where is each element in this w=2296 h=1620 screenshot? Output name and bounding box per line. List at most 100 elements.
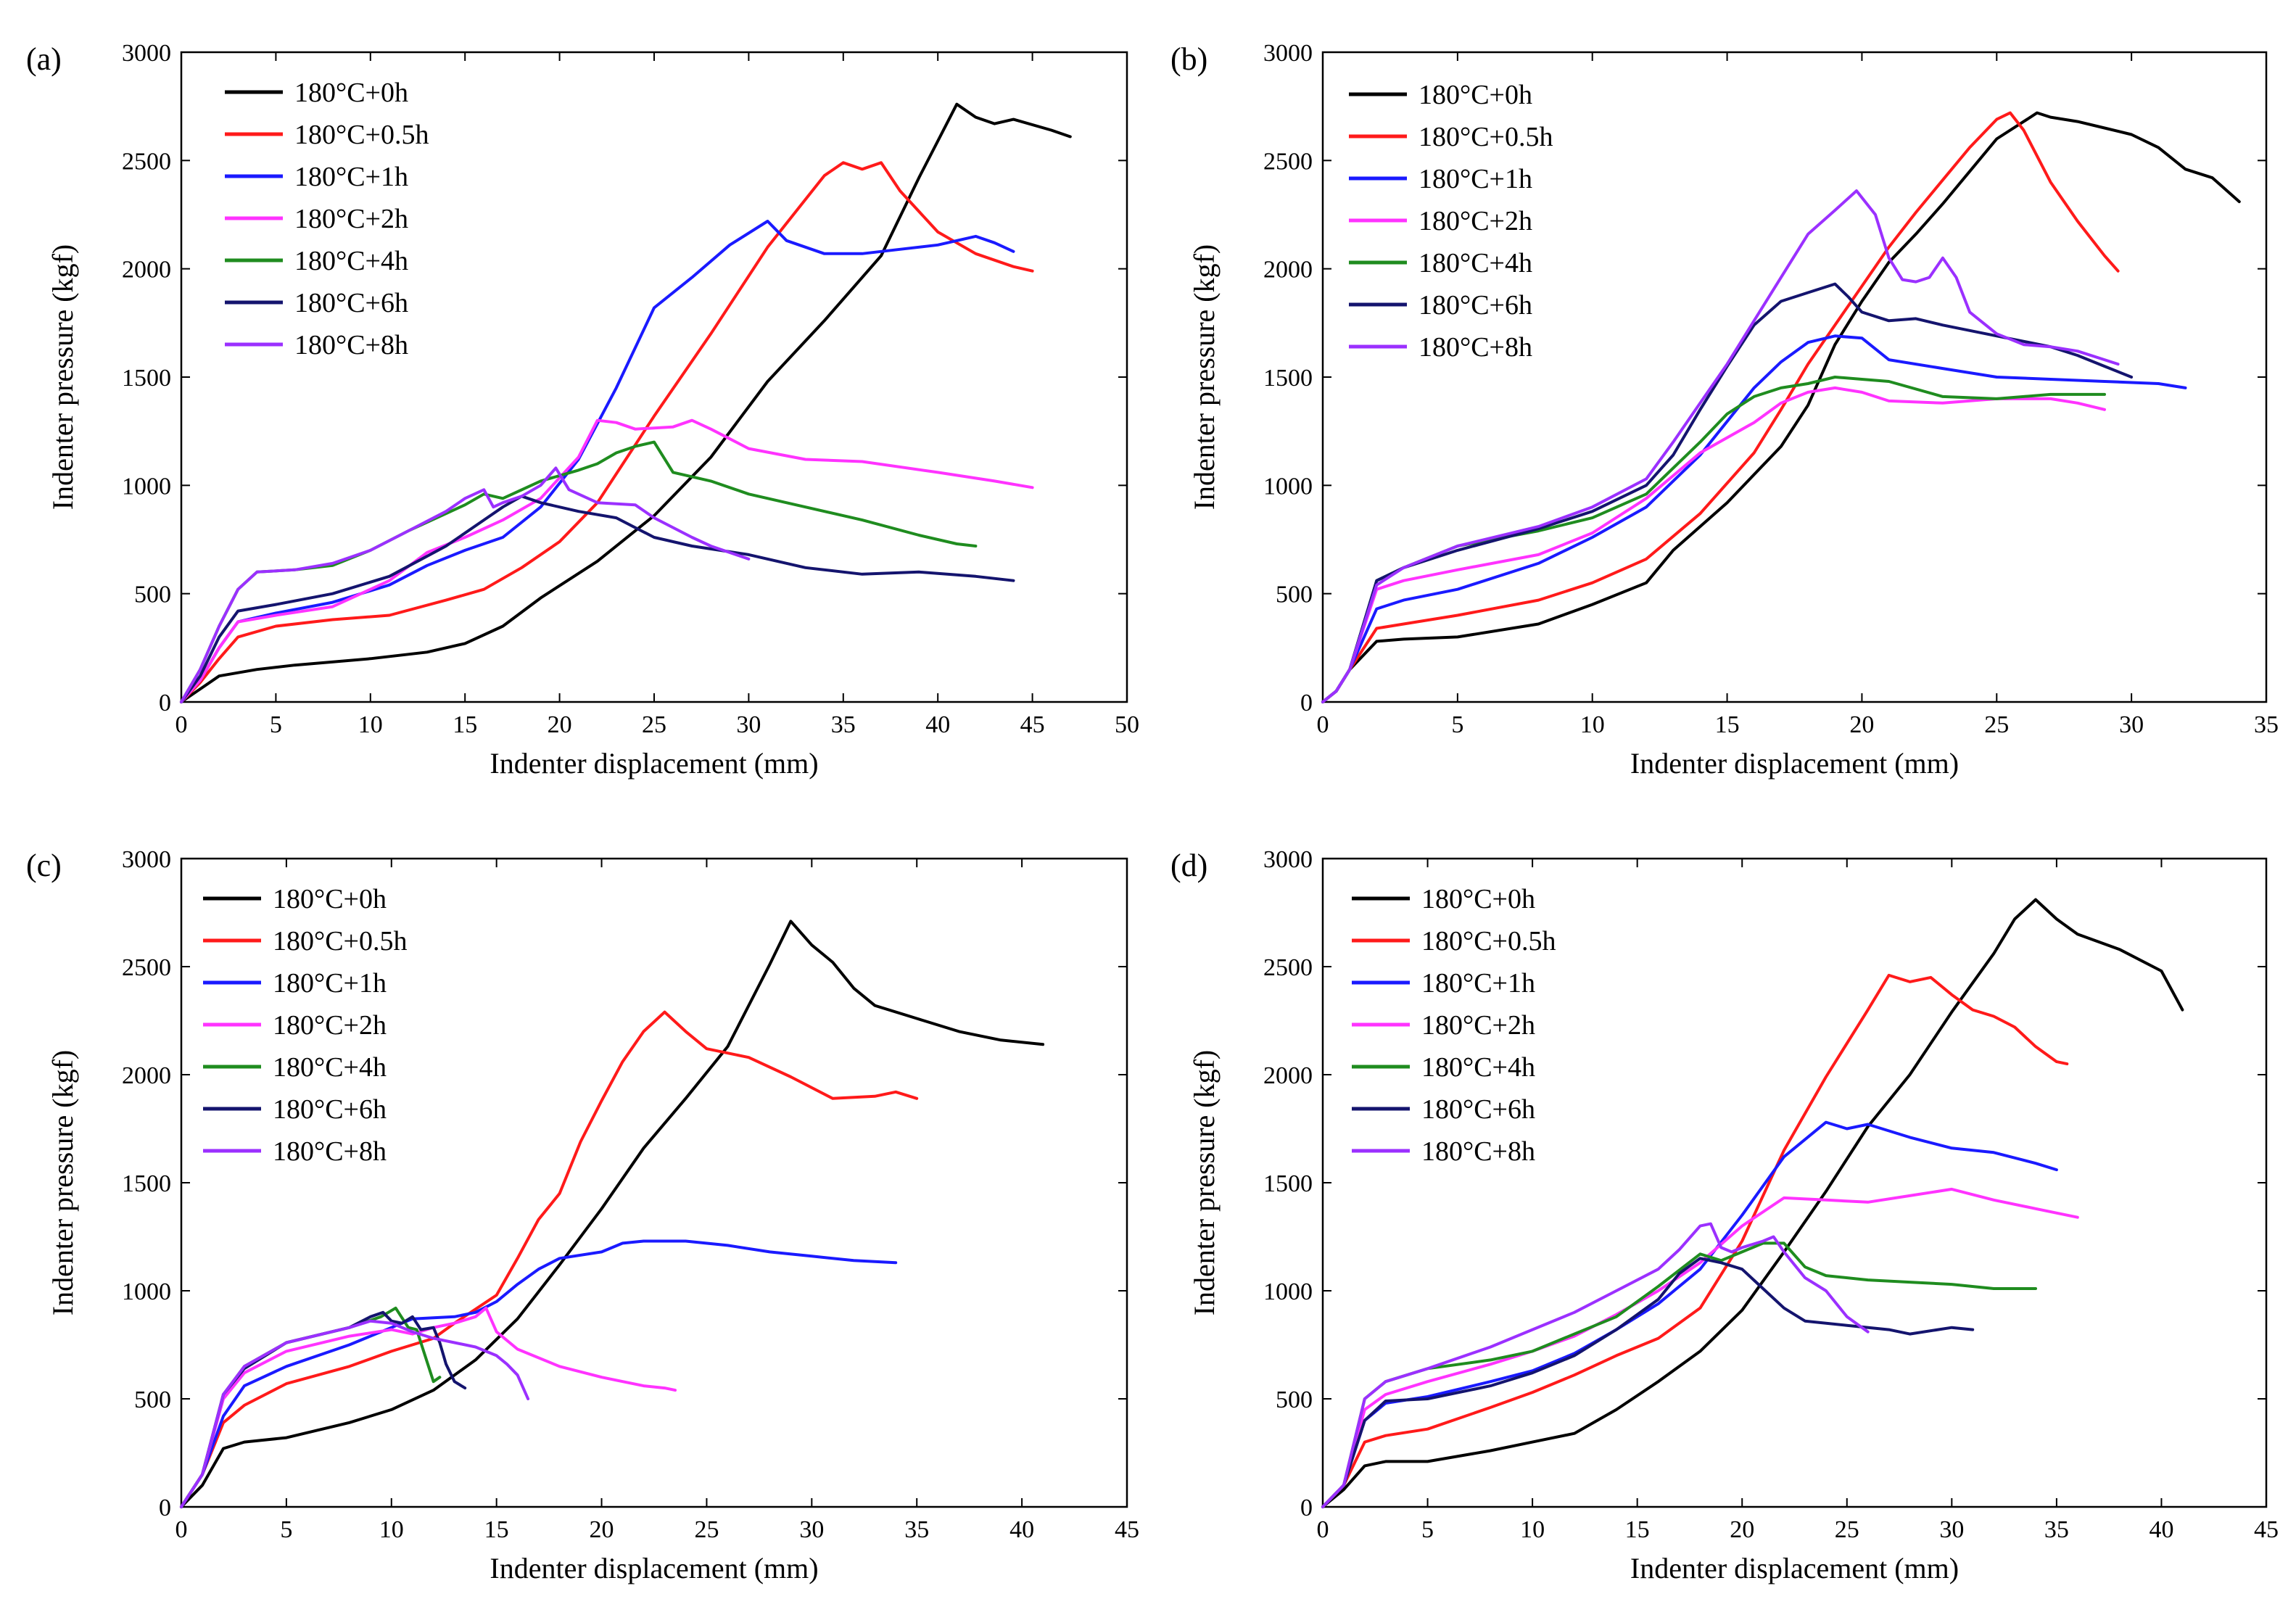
legend: 180°C+0h 180°C+0.5h 180°C+1h 180°C+2h 180°C+… (1349, 80, 1553, 363)
legend-entry: 180°C+2h (1419, 206, 1532, 236)
legend-entry: 180°C+0.5h (1419, 122, 1553, 152)
series-line (180, 102, 1072, 703)
legend-entry: 180°C+6h (1421, 1094, 1535, 1125)
y-tick-label: 2500 (1263, 148, 1313, 175)
x-tick-label: 20 (1849, 711, 1874, 738)
y-tick-label: 500 (134, 1386, 171, 1413)
legend-entry: 180°C+2h (294, 204, 408, 234)
legend-entry: 180°C+8h (1421, 1136, 1535, 1167)
x-tick-label: 10 (358, 711, 383, 738)
x-axis-label: Indenter displacement (mm) (1630, 747, 1959, 780)
legend-entry: 180°C+6h (1419, 290, 1532, 321)
series-line (180, 161, 1034, 703)
legend-entry: 180°C+0h (1421, 884, 1535, 914)
y-axis-label: Indenter pressure (kgf) (46, 244, 79, 511)
chart-panel-b: (b) 0 5 10 15 20 25 30 35 0 500 1000 1500 2000 2500 300… (1170, 40, 2279, 780)
x-tick-label: 45 (2254, 1516, 2279, 1543)
y-tick-label: 500 (1276, 1386, 1313, 1413)
x-axis-label: Indenter displacement (mm) (490, 747, 818, 780)
y-tick-label: 1500 (122, 1170, 171, 1197)
series-line (1321, 973, 2069, 1508)
series-line (180, 418, 1034, 703)
x-tick-label: 10 (1580, 711, 1605, 738)
panel-label: (a) (26, 41, 62, 77)
x-tick-label: 40 (925, 711, 950, 738)
y-tick-label: 2500 (1263, 954, 1313, 981)
series-line (1321, 111, 2120, 703)
x-tick-label: 0 (1317, 1516, 1329, 1543)
y-tick-label: 2000 (1263, 257, 1313, 284)
y-tick-label: 1500 (122, 365, 171, 392)
legend-entry: 180°C+1h (1421, 968, 1535, 999)
x-tick-label: 45 (1020, 711, 1045, 738)
series-line (1321, 386, 2106, 703)
y-tick-label: 1000 (122, 1278, 171, 1305)
legend-entry: 180°C+0.5h (294, 120, 429, 150)
x-tick-label: 10 (1520, 1516, 1545, 1543)
series-line (180, 1239, 898, 1508)
x-tick-label: 20 (1730, 1516, 1754, 1543)
legend-entry: 180°C+1h (1419, 164, 1532, 194)
legend-entry: 180°C+6h (294, 288, 408, 318)
y-tick-label: 1000 (122, 473, 171, 500)
y-tick-label: 0 (1300, 1495, 1313, 1521)
series-line (180, 220, 1015, 703)
x-axis-label: Indenter displacement (mm) (1630, 1552, 1959, 1584)
x-tick-label: 0 (1317, 711, 1329, 738)
legend-entry: 180°C+6h (273, 1094, 387, 1125)
series-line (1321, 1257, 1975, 1508)
series-line (180, 1010, 919, 1508)
x-tick-label: 10 (379, 1516, 404, 1543)
y-tick-label: 2500 (122, 148, 171, 175)
legend: 180°C+0h 180°C+0.5h 180°C+1h 180°C+2h 180°C+… (1352, 884, 1556, 1167)
x-tick-label: 30 (2119, 711, 2144, 738)
legend-entry: 180°C+2h (273, 1010, 387, 1041)
legend-entry: 180°C+0h (294, 78, 408, 108)
panel-label: (b) (1170, 41, 1207, 77)
x-tick-label: 35 (2254, 711, 2279, 738)
y-tick-label: 2500 (122, 954, 171, 981)
panel-label: (c) (26, 848, 62, 883)
chart-panel-a: (a)0 5 10 15 20 25 30 35 40 45 5005001000150020002… (26, 40, 1139, 780)
x-tick-label: 25 (642, 711, 666, 738)
x-tick-label: 35 (831, 711, 856, 738)
x-tick-label: 5 (270, 711, 282, 738)
y-tick-label: 500 (134, 582, 171, 608)
x-tick-label: 20 (590, 1516, 614, 1543)
chart-panel-d: (d) 0 5 10 15 20 25 30 35 40 45 0 500 1000 1500 2000 250… (1170, 846, 2279, 1584)
y-tick-label: 2000 (122, 1062, 171, 1089)
y-axis-label: Indenter pressure (kgf) (46, 1050, 79, 1316)
x-tick-label: 5 (1451, 711, 1463, 738)
x-tick-label: 30 (799, 1516, 824, 1543)
legend-entry: 180°C+8h (294, 330, 408, 360)
legend-entry: 180°C+0.5h (273, 926, 407, 956)
series-line (1321, 111, 2241, 703)
legend-entry: 180°C+1h (273, 968, 387, 999)
x-tick-label: 15 (484, 1516, 509, 1543)
x-tick-label: 5 (280, 1516, 292, 1543)
y-tick-label: 500 (1276, 582, 1313, 608)
series-line (1321, 334, 2187, 703)
legend-entry: 180°C+2h (1421, 1010, 1535, 1041)
legend: 180°C+0h 180°C+0.5h 180°C+1h 180°C+2h 180°C+… (203, 884, 407, 1167)
x-tick-label: 5 (1421, 1516, 1434, 1543)
y-tick-label: 3000 (1263, 846, 1313, 873)
series-line (180, 1319, 530, 1508)
legend-entry: 180°C+8h (273, 1136, 387, 1167)
y-tick-label: 1500 (1263, 365, 1313, 392)
x-axis-label: Indenter displacement (mm) (490, 1552, 818, 1584)
series-line (1321, 1187, 2079, 1508)
y-axis-label: Indenter pressure (kgf) (1188, 244, 1221, 511)
x-tick-label: 40 (1009, 1516, 1034, 1543)
x-tick-label: 15 (453, 711, 477, 738)
y-tick-label: 3000 (122, 40, 171, 67)
y-tick-label: 1500 (1263, 1170, 1313, 1197)
x-tick-label: 20 (548, 711, 572, 738)
x-tick-label: 35 (904, 1516, 929, 1543)
legend-entry: 180°C+8h (1419, 332, 1532, 363)
legend-entry: 180°C+4h (1421, 1052, 1535, 1083)
x-tick-label: 15 (1625, 1516, 1650, 1543)
panel-label: (d) (1170, 848, 1207, 883)
x-tick-label: 15 (1715, 711, 1740, 738)
y-tick-label: 2000 (1263, 1062, 1313, 1089)
